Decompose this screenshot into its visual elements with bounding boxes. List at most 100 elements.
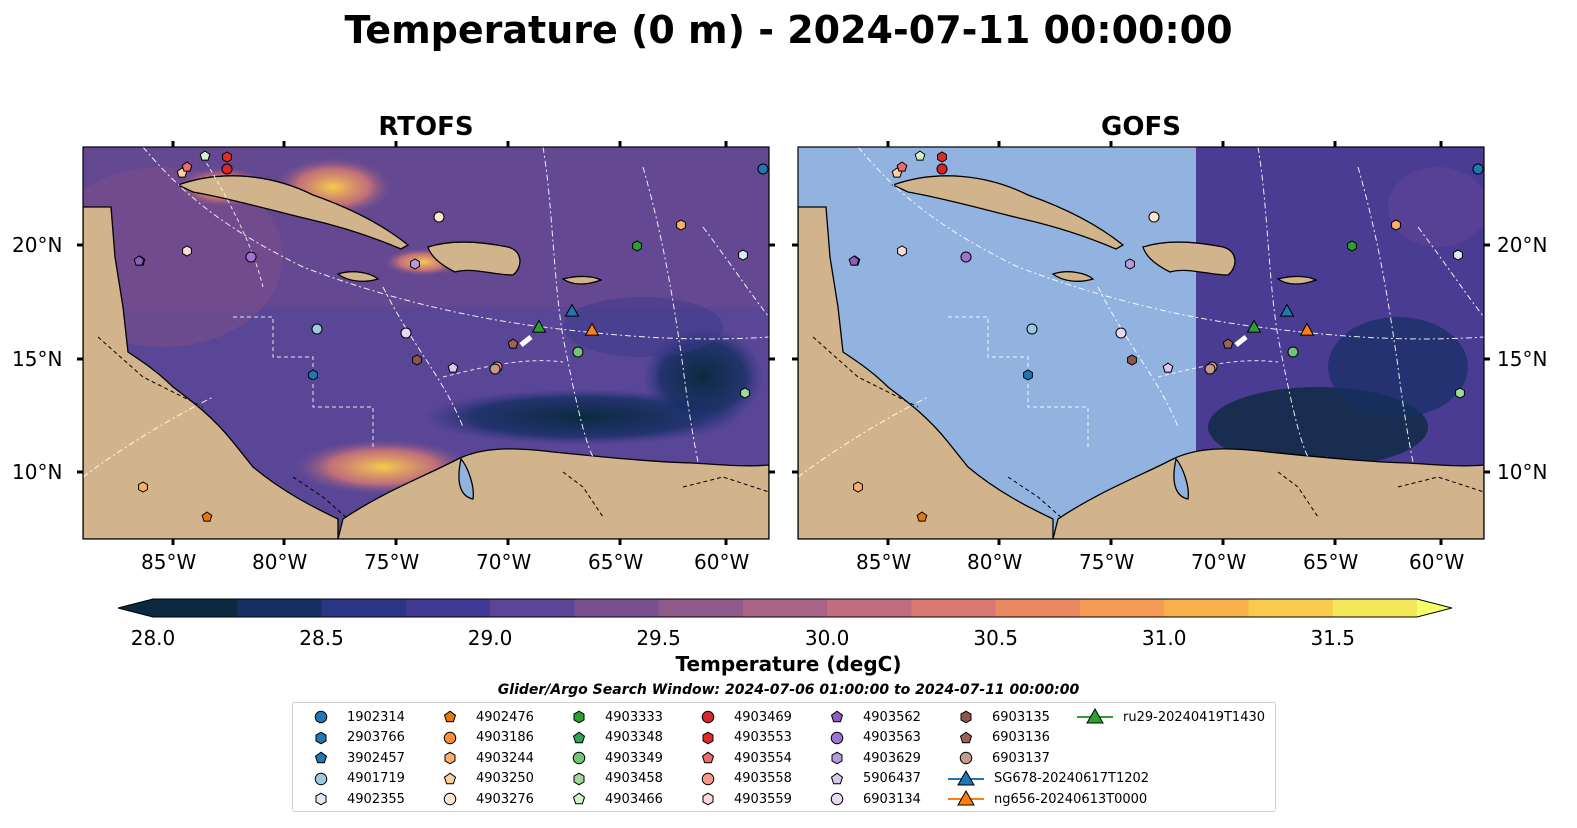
legend-entry: 4903250 [432,769,534,789]
triangle-marker-icon [948,790,984,806]
float-circle-marker [489,363,501,375]
legend-entry: 4903469 [690,707,792,727]
hexagon-marker-icon [315,792,327,806]
float-hexagon-marker [1347,240,1357,252]
float-hexagon-marker [676,219,686,231]
float-hexagon-marker [1453,249,1463,261]
lon-label: 80°W [967,550,1023,574]
hexagon-marker-icon [831,751,843,765]
land-masses [83,175,769,539]
circle-marker-icon [572,751,586,765]
legend-entry: 4903554 [690,748,792,768]
legend-entry: 6903135 [948,707,1050,727]
legend-label: 6903137 [992,750,1050,766]
pentagon-marker-icon [830,772,844,784]
hexagon-marker-icon [960,710,972,724]
float-pentagon-marker [201,511,213,522]
circle-marker-icon [314,710,328,724]
search-window-caption: Glider/Argo Search Window: 2024-07-06 01… [497,682,1080,698]
legend-label: 4903563 [863,730,921,745]
legend-label: 4903558 [734,771,792,786]
colorbar-segment [1332,599,1418,617]
pentagon-marker-icon [572,731,586,743]
float-circle-marker [757,163,769,175]
lon-label: 60°W [694,550,750,574]
float-hexagon-marker [222,151,232,163]
circle-marker-icon [959,751,973,765]
glider-track [1234,335,1248,347]
legend-entry: 4902355 [303,789,405,809]
float-hexagon-marker [853,481,863,493]
float-hexagon-marker [182,245,192,257]
lon-label: 60°W [1409,550,1465,574]
legend-entry: 4903466 [561,789,663,809]
jamaica [1051,271,1095,282]
lon-label: 70°W [476,550,532,574]
colorbar-tick-label: 28.5 [299,626,344,650]
legend-label: 4903244 [476,750,534,766]
float-circle-marker [936,163,948,175]
legend: 1902314 2903766 3902457 4901719 4902355 49024… [292,702,1276,812]
lon-label: 85°W [141,550,197,574]
lon-label: 80°W [252,550,308,574]
circle-marker-icon [314,772,328,785]
legend-label: 4903553 [734,730,792,745]
colorbar-segment [742,599,828,617]
float-circle-marker [1026,323,1038,335]
legend-label: 4902355 [347,791,405,807]
legend-entry: 4903276 [432,789,534,809]
legend-label: 4902476 [476,709,534,725]
legend-entry: 6903136 [948,728,1050,748]
legend-entry: 4903333 [561,707,663,727]
colorbar [118,598,1452,618]
axes-frame [77,141,1490,545]
float-circle-marker [245,251,257,263]
float-circle-marker [400,327,412,339]
legend-label: 6903134 [863,791,921,807]
legend-entry: 4903563 [819,728,921,748]
puerto-rico [561,275,603,285]
pentagon-marker-icon [443,772,457,784]
colorbar-tick-label: 28.0 [130,626,176,650]
legend-entry: 4903349 [561,748,663,768]
legend-entry: 4903186 [432,728,534,748]
legend-label: 2903766 [347,730,405,745]
hexagon-marker-icon [573,710,585,724]
colorbar-segment [827,599,912,617]
float-hexagon-marker [138,481,148,493]
legend-label: 6903135 [992,709,1050,725]
colorbar-tick-label: 31.5 [1310,626,1355,650]
lon-label: 75°W [1079,550,1135,574]
legend-entry: 5906437 [819,769,921,789]
colorbar-segment [1248,599,1334,617]
colorbar-segment [658,599,744,617]
float-hexagon-marker [937,151,947,163]
legend-entry: 3902457 [303,748,405,768]
lat-label: 10°N [1497,460,1548,484]
glider-triangle-marker [531,319,547,333]
legend-label: 4903562 [863,709,921,725]
lon-label: 85°W [856,550,912,574]
lat-label: 20°N [12,233,63,257]
legend-label: 4903458 [605,771,663,786]
legend-entry: 1902314 [303,707,405,727]
float-circle-marker [433,211,445,223]
triangle-marker-icon [948,769,984,785]
float-hexagon-marker [897,245,907,257]
land-masses [798,175,1484,539]
hexagon-marker-icon [315,731,327,744]
float-pentagon-marker [507,338,519,349]
circle-marker-icon [830,731,844,744]
legend-entry: 4903553 [690,728,792,748]
colorbar-tick-label: 29.0 [467,626,513,650]
lat-label: 20°N [1497,233,1548,257]
national-borders [812,336,1484,520]
cool-anomaly [1328,317,1468,417]
legend-entry: 4903348 [561,728,663,748]
colorbar-segment [1079,599,1165,617]
lon-label: 65°W [1303,550,1359,574]
legend-entry: 4902476 [432,707,534,727]
gofs-map [798,147,1484,539]
legend-entry: 4903562 [819,707,921,727]
colorbar-extend-high [1417,599,1452,617]
